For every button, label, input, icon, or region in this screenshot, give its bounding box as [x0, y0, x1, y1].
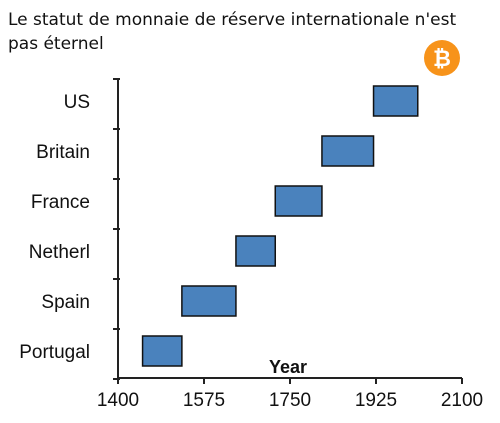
- x-tick-label: 1925: [355, 390, 397, 411]
- x-tick-label: 2100: [441, 390, 483, 411]
- bar-portugal: [141, 335, 183, 367]
- x-tick-label: 1575: [183, 390, 225, 411]
- bar-us: [372, 85, 419, 117]
- bar-netherl: [235, 235, 277, 267]
- category-label: Portugal: [19, 342, 90, 363]
- bars: [141, 85, 419, 367]
- bitcoin-icon: ₿: [424, 40, 460, 76]
- bar-france: [274, 185, 323, 217]
- bar-britain: [321, 135, 375, 167]
- category-label: Netherl: [29, 242, 90, 263]
- labels: 1400 1575 1750 1925 2100 US Britain France Nethe…: [19, 92, 483, 411]
- category-label: US: [64, 92, 90, 113]
- bar-spain: [181, 285, 237, 317]
- x-tick-label: 1750: [269, 390, 311, 411]
- category-label: Britain: [36, 142, 90, 163]
- axes: [113, 78, 463, 384]
- x-tick-label: 1400: [97, 390, 139, 411]
- category-label: Spain: [41, 292, 90, 313]
- x-axis-title: Year: [269, 357, 307, 377]
- category-label: France: [31, 192, 90, 213]
- svg-text:₿: ₿: [433, 47, 451, 72]
- chart-title: Le statut de monnaie de réserve internat…: [8, 10, 457, 54]
